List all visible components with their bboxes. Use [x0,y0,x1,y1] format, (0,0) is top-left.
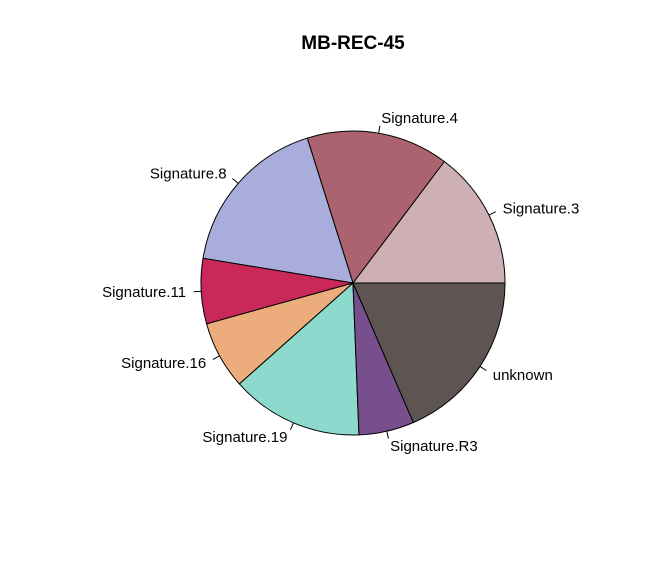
leader-line-signature-3 [488,211,497,216]
chart-title: MB-REC-45 [301,33,405,54]
slice-label-signature-8: Signature.8 [150,165,227,182]
label-leader-lines [193,125,497,439]
leader-line-signature-8 [232,178,239,184]
leader-line-signature-19 [290,422,294,431]
slice-label-signature-3: Signature.3 [503,200,580,217]
slice-label-signature-19: Signature.19 [202,429,287,446]
slice-label-signature-r3: Signature.R3 [390,438,478,455]
pie-slice-signature-19 [238,281,360,436]
leader-line-unknown [479,366,487,372]
leader-line-signature-r3 [386,431,389,439]
slice-label-signature-16: Signature.16 [121,355,206,372]
leader-line-signature-4 [378,125,381,134]
slice-labels: Signature.3 Signature.4 Signature.8 Signatu… [102,110,579,455]
pie-slice-signature-3 [351,160,506,284]
slice-label-signature-11: Signature.11 [102,284,186,301]
slice-label-signature-4: Signature.4 [381,110,458,127]
leader-line-signature-16 [212,355,220,360]
pie-slices [200,130,506,436]
pie-slice-signature-8 [202,137,354,284]
slice-label-unknown: unknown [493,367,553,384]
